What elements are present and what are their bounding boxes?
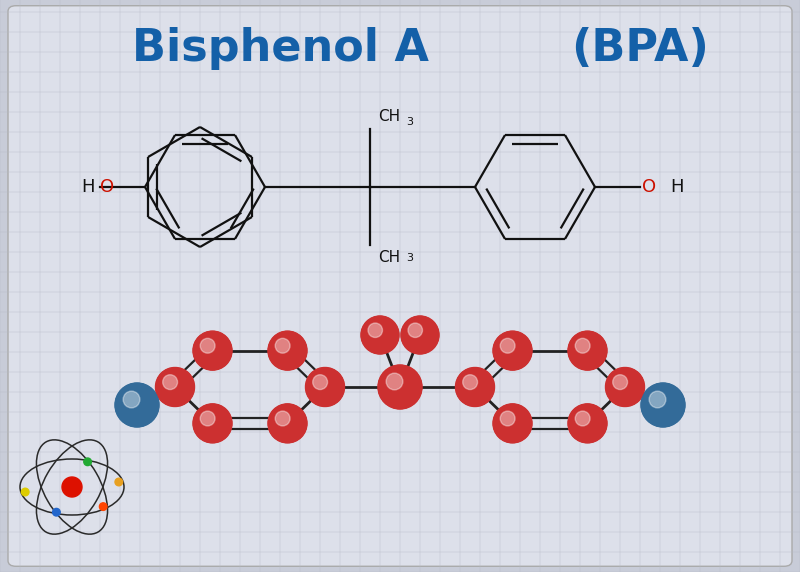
Circle shape: [99, 503, 107, 510]
Circle shape: [493, 331, 532, 370]
Circle shape: [306, 367, 345, 407]
Circle shape: [275, 411, 290, 426]
Circle shape: [378, 365, 422, 409]
Circle shape: [84, 458, 91, 466]
Circle shape: [568, 331, 607, 370]
Circle shape: [408, 323, 422, 337]
Circle shape: [462, 375, 478, 390]
Circle shape: [613, 375, 627, 390]
Circle shape: [649, 391, 666, 408]
Text: O: O: [100, 178, 114, 196]
Text: O: O: [642, 178, 656, 196]
Circle shape: [268, 404, 307, 443]
Circle shape: [313, 375, 327, 390]
Circle shape: [641, 383, 685, 427]
Circle shape: [401, 316, 439, 354]
Circle shape: [500, 339, 515, 353]
Circle shape: [115, 383, 159, 427]
Circle shape: [22, 488, 29, 496]
Circle shape: [493, 404, 532, 443]
Circle shape: [368, 323, 382, 337]
Text: H: H: [82, 178, 95, 196]
Text: H: H: [670, 178, 683, 196]
Text: Bisphenol A: Bisphenol A: [131, 27, 429, 70]
Circle shape: [275, 339, 290, 353]
Circle shape: [268, 331, 307, 370]
Circle shape: [500, 411, 515, 426]
Circle shape: [115, 478, 122, 486]
Circle shape: [155, 367, 194, 407]
Circle shape: [606, 367, 645, 407]
Text: 3: 3: [406, 253, 413, 263]
Circle shape: [193, 331, 232, 370]
Circle shape: [455, 367, 494, 407]
Circle shape: [575, 339, 590, 353]
Text: CH: CH: [378, 109, 400, 124]
Text: 3: 3: [406, 117, 413, 127]
Circle shape: [568, 404, 607, 443]
Text: (BPA): (BPA): [571, 27, 709, 70]
Circle shape: [193, 404, 232, 443]
Circle shape: [200, 411, 215, 426]
Circle shape: [200, 339, 215, 353]
Circle shape: [53, 509, 60, 516]
Circle shape: [162, 375, 178, 390]
Circle shape: [62, 477, 82, 497]
Text: CH: CH: [378, 250, 400, 265]
Circle shape: [123, 391, 140, 408]
Circle shape: [386, 373, 403, 390]
Circle shape: [575, 411, 590, 426]
Circle shape: [361, 316, 399, 354]
